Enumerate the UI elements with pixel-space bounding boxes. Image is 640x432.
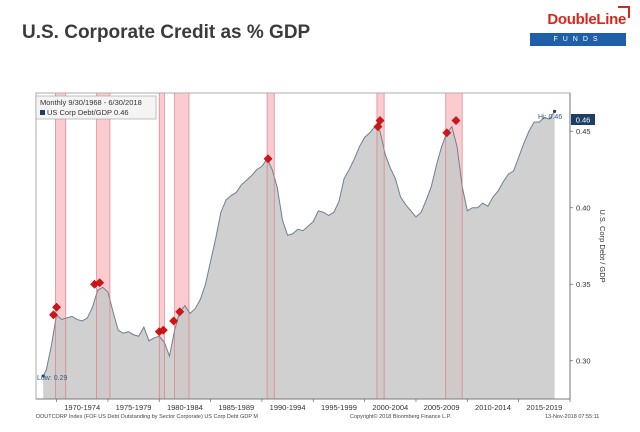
peak-marker-7: [175, 307, 185, 317]
legend-title: Monthly 9/30/1968 - 6/30/2018: [40, 98, 142, 107]
peak-marker-0: [48, 310, 58, 320]
logo-wordmark: DoubleLine: [547, 11, 626, 28]
current-value-label: 0.46: [576, 116, 591, 125]
peak-markers: [48, 116, 461, 337]
x-tick-label-4: 1990-1994: [270, 403, 306, 412]
recession-band-0: [55, 93, 66, 399]
footer-copyright: Copyright© 2018 Bloomberg Finance L.P.: [350, 414, 452, 420]
low-label: Low: 0.29: [37, 375, 67, 382]
y-tick-label-0: 0.30: [576, 356, 591, 365]
logo-subtitle-bar: FUNDS: [530, 33, 626, 46]
x-tick-label-3: 1985-1989: [218, 403, 254, 412]
peak-marker-6: [169, 316, 179, 326]
y-tick-label-2: 0.40: [576, 203, 591, 212]
legend-series: US Corp Debt/GDP 0.46: [47, 108, 129, 117]
recession-band-edges: [55, 93, 463, 399]
recession-band-2: [159, 93, 165, 399]
doubleline-logo: DoubleLine FUNDS: [530, 6, 630, 50]
x-tick-label-8: 2010-2014: [475, 403, 511, 412]
peak-marker-12: [451, 116, 461, 126]
y-tick-label-1: 0.35: [576, 280, 591, 289]
x-tick-label-5: 1995-1999: [321, 403, 357, 412]
high-label: Hi: 0.46: [538, 114, 562, 121]
x-tick-label-9: 2015-2019: [526, 403, 562, 412]
series-line: [42, 111, 556, 377]
peak-marker-1: [52, 302, 62, 312]
logo-corner-mark: [618, 6, 630, 18]
current-point: [552, 109, 557, 113]
x-tick-label-7: 2005-2009: [424, 403, 460, 412]
footer-source: DOUTCORP Index (FOF US Debt Outstanding …: [36, 414, 259, 420]
footer-timestamp: 13-Nov-2018 07:55:11: [545, 414, 600, 420]
y-tick-label-3: 0.45: [576, 127, 591, 136]
low-point: [41, 374, 45, 378]
peak-marker-10: [375, 116, 385, 126]
page-title: U.S. Corporate Credit as % GDP: [22, 22, 311, 43]
peak-marker-5: [158, 325, 168, 335]
legend-swatch: [40, 110, 45, 115]
current-value-badge: 0.46: [571, 114, 595, 125]
peak-marker-3: [95, 278, 105, 288]
peak-marker-11: [442, 128, 452, 138]
legend-box: Monthly 9/30/1968 - 6/30/2018 US Corp De…: [35, 95, 157, 120]
x-tick-label-6: 2000-2004: [372, 403, 408, 412]
x-tick-label-1: 1975-1979: [116, 403, 152, 412]
area-fill: [43, 111, 555, 400]
x-tick-label-2: 1980-1984: [167, 403, 203, 412]
area-series: [41, 109, 557, 400]
y-axis-label: U.S. Corp Debt / GDP: [598, 209, 607, 282]
axes: 0.30 0.35 0.40 0.45 1970-1974 1975-1979 1980-1…: [36, 93, 591, 412]
peak-marker-8: [263, 154, 273, 164]
x-tick-label-0: 1970-1974: [64, 403, 100, 412]
